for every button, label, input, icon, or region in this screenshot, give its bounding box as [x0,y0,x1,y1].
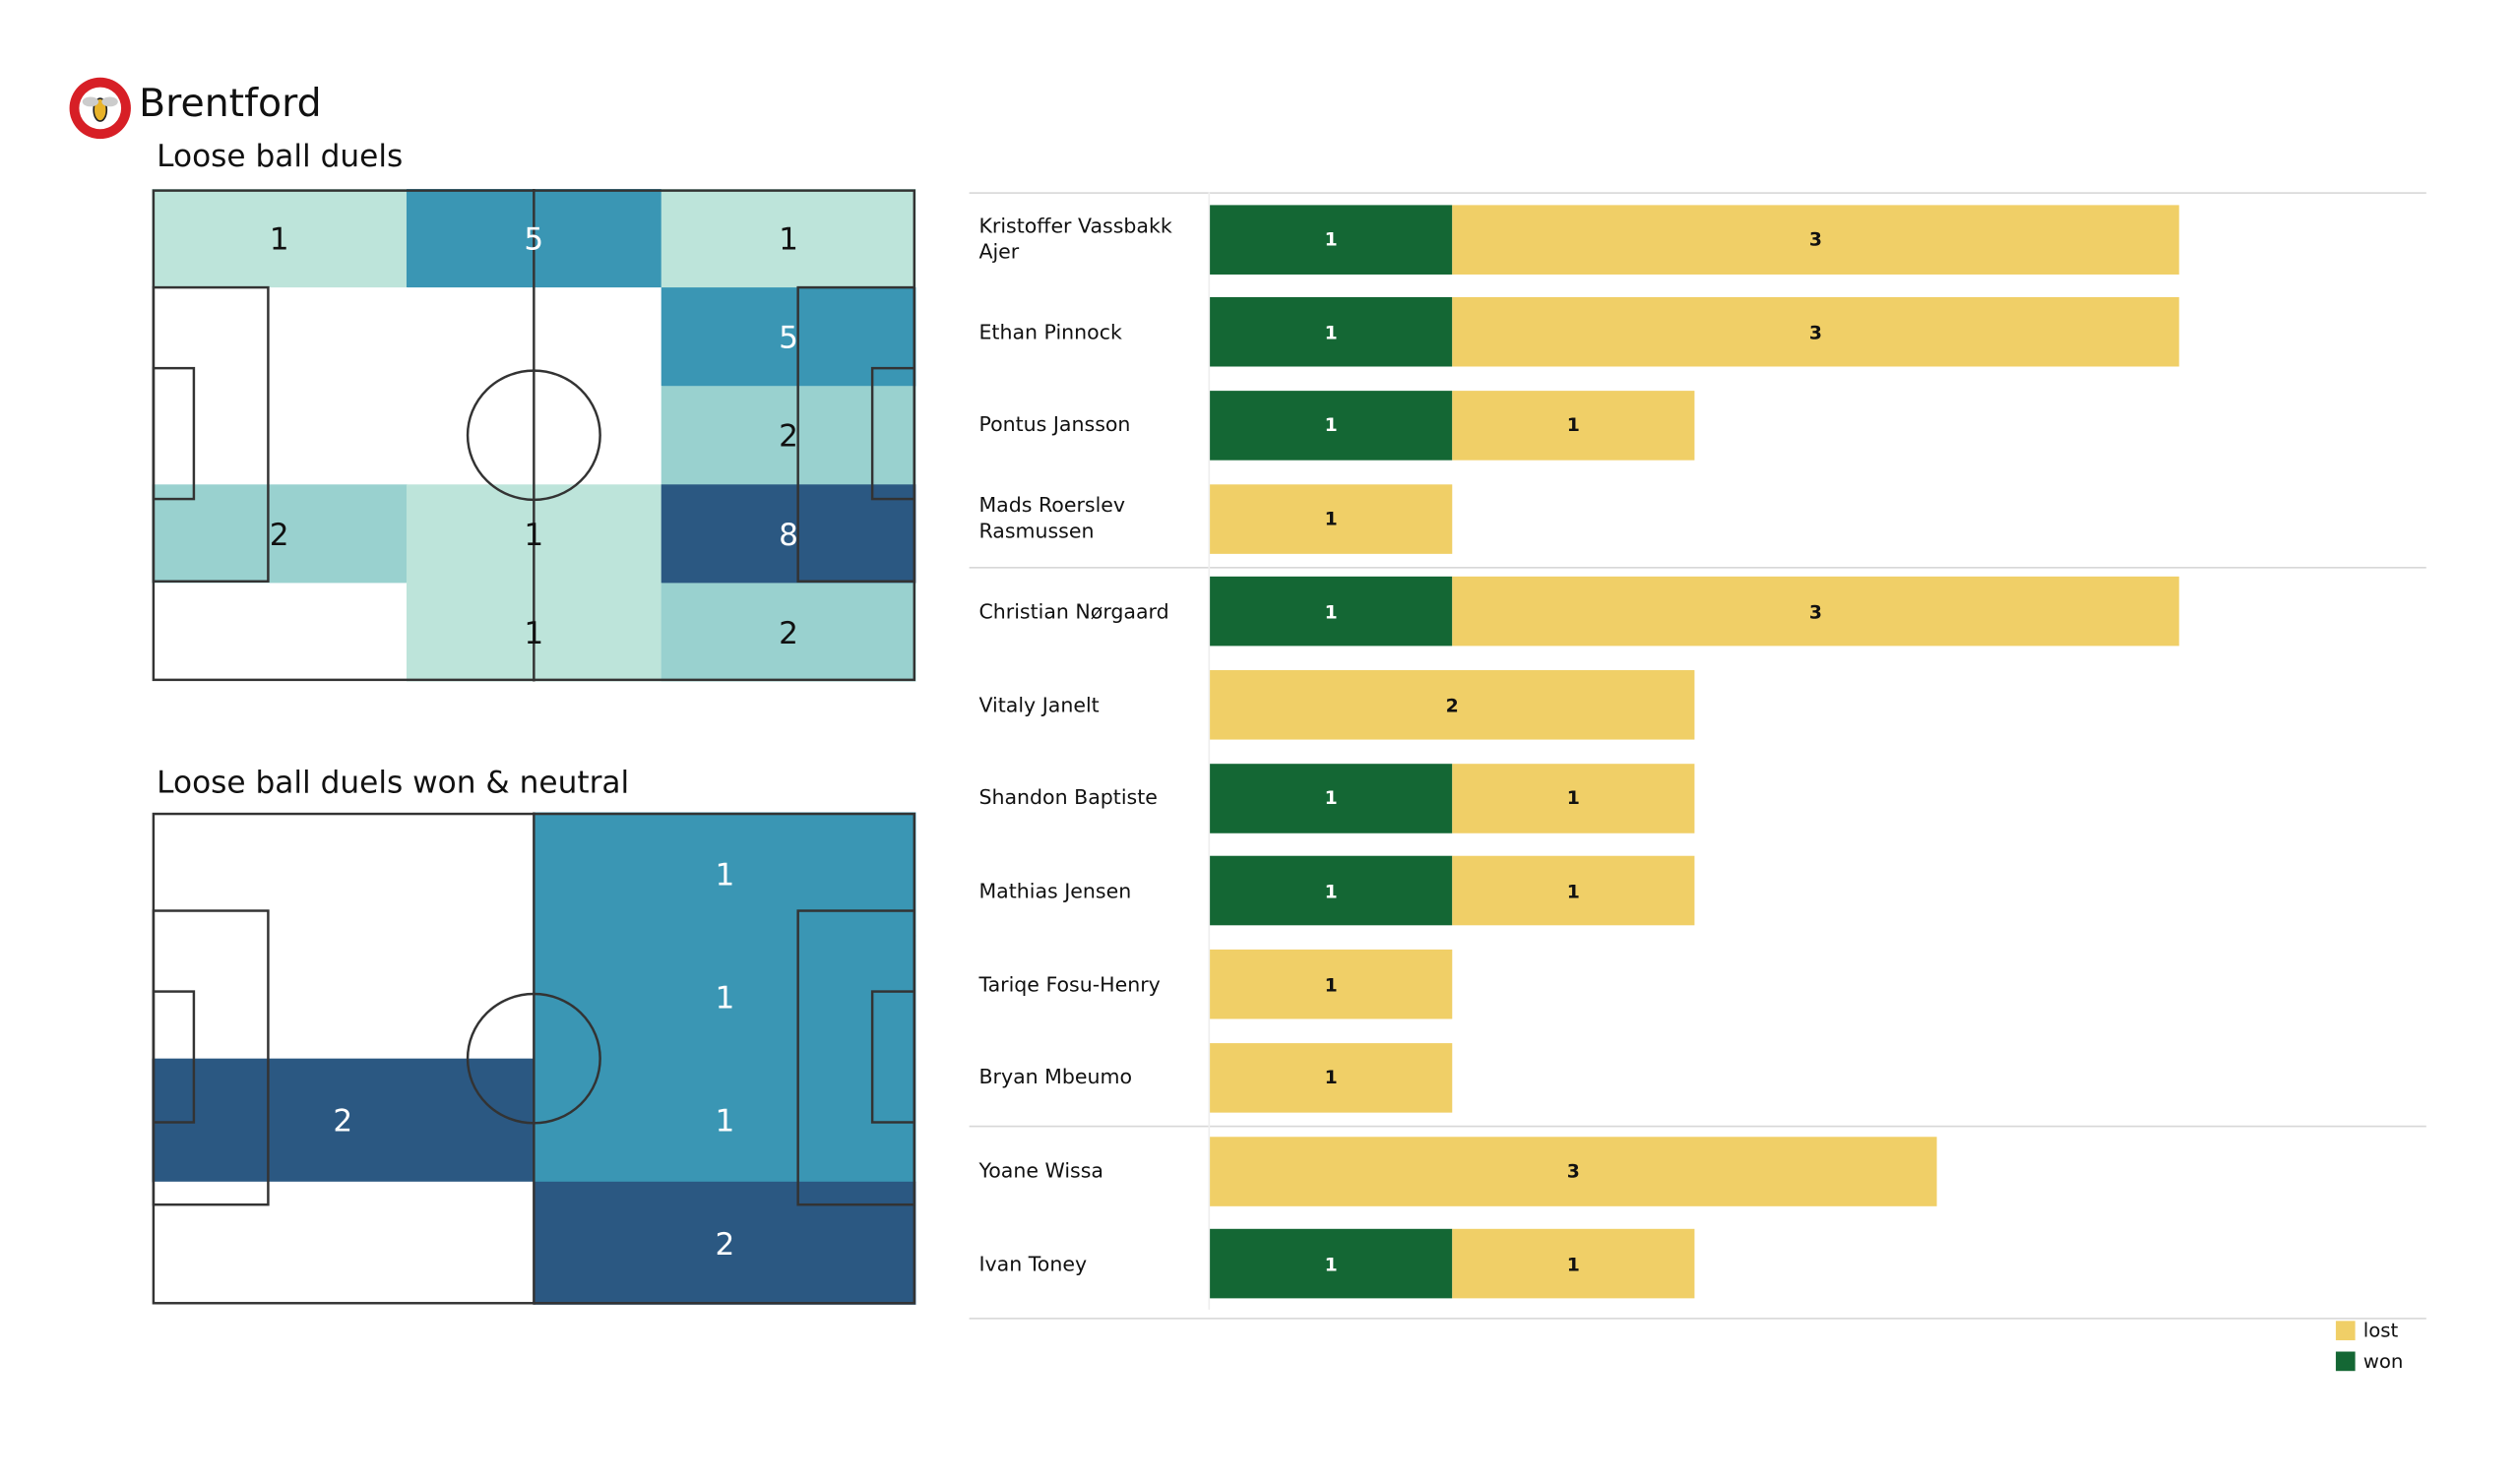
heat-cell-value: 5 [524,222,543,258]
bar-won: 1 [1210,297,1453,367]
legend-won: won [2335,1349,2404,1373]
center-circle [466,369,601,502]
player-name: Mathias Jensen [978,878,1132,903]
heat-cell [534,1181,916,1305]
separator-bottom [969,1317,2426,1319]
heat-cell-value: 1 [270,222,289,258]
heat-cell-value: 2 [715,1227,734,1263]
player-name: Kristoffer Vassbakk Ajer [978,213,1172,264]
bar-lost: 1 [1452,1229,1695,1299]
heat-cell [152,484,408,585]
bar-won: 1 [1210,1229,1453,1299]
heat-cell-value: 2 [333,1104,352,1140]
heat-cell-value: 5 [779,321,798,356]
pitch-heatmap-won-neutral: 1 1 2 1 2 [152,812,916,1305]
legend-label-won: won [2362,1349,2404,1373]
bar-lost: 3 [1452,297,2179,367]
player-name: Pontus Jansson [978,412,1131,437]
heat-cell [661,583,916,682]
legend-label-lost: lost [2362,1319,2399,1342]
player-name: Yoane Wissa [978,1157,1104,1183]
bar-lost: 1 [1452,856,1695,926]
bar-won: 1 [1210,856,1453,926]
bar-lost: 1 [1210,950,1453,1019]
player-name: Ivan Toney [978,1251,1088,1275]
heat-cell-value: 1 [715,1104,734,1140]
heat-cell-value: 1 [524,518,543,553]
bar-lost: 1 [1210,1042,1453,1113]
player-name: Vitaly Janelt [978,692,1100,716]
pitch-heatmap-duels: 1 5 1 5 2 2 1 8 1 2 [152,188,916,682]
heatmap-title-duels: Loose ball duels [157,139,404,175]
left-six-yard-box [152,990,196,1124]
heat-cell-value: 2 [270,518,289,553]
bar-lost: 2 [1210,670,1695,740]
right-six-yard-box [870,990,916,1124]
heat-cell [661,188,916,288]
player-name: Ethan Pinnock [978,319,1122,344]
heat-cell-value: 1 [524,616,543,651]
left-six-yard-box [152,366,196,501]
bar-won: 1 [1210,204,1453,275]
heat-cell [152,188,408,288]
heat-cell [661,484,916,585]
legend-swatch-won [2335,1351,2356,1372]
heat-cell [152,583,408,682]
player-name: Bryan Mbeumo [978,1064,1133,1089]
legend-swatch-lost [2335,1321,2356,1341]
bar-lost: 1 [1452,390,1695,461]
bar-lost: 3 [1452,204,2179,275]
group-separator [969,566,2426,569]
heatmap-title-won-neutral: Loose ball duels won & neutral [157,765,630,801]
bar-lost: 3 [1210,1136,1937,1206]
group-separator [969,1126,2426,1128]
bar-won: 1 [1210,763,1453,833]
heat-cell [152,287,408,388]
bar-axis-line [1208,192,1211,1310]
player-name: Shandon Baptiste [978,784,1158,810]
bar-lost: 1 [1452,763,1695,833]
player-name: Mads Roerslev Rasmussen [978,492,1126,543]
heat-cell-value: 1 [715,981,734,1017]
player-name: Christian Nørgaard [978,598,1169,624]
player-name: Tariqe Fosu-Henry [978,971,1161,996]
team-name: Brentford [139,81,322,126]
heat-cell-value: 8 [779,518,798,553]
heat-cell [152,1181,536,1305]
heat-cell [152,386,408,486]
bar-lost: 3 [1452,577,2179,647]
heat-cell [152,935,536,1060]
heat-cell [152,812,536,937]
right-six-yard-box [870,366,916,501]
brentford-logo [69,77,131,140]
bar-won: 1 [1210,577,1453,647]
center-circle [466,992,601,1125]
heat-cell-value: 1 [779,222,798,258]
bar-won: 1 [1210,390,1453,461]
heat-cell-value: 1 [715,857,734,893]
legend-lost: lost [2335,1319,2399,1342]
heat-cell-value: 2 [779,616,798,651]
heat-cell [534,812,916,937]
heat-cell-value: 2 [779,419,798,455]
separator-top [969,192,2426,194]
bar-lost: 1 [1210,483,1453,554]
